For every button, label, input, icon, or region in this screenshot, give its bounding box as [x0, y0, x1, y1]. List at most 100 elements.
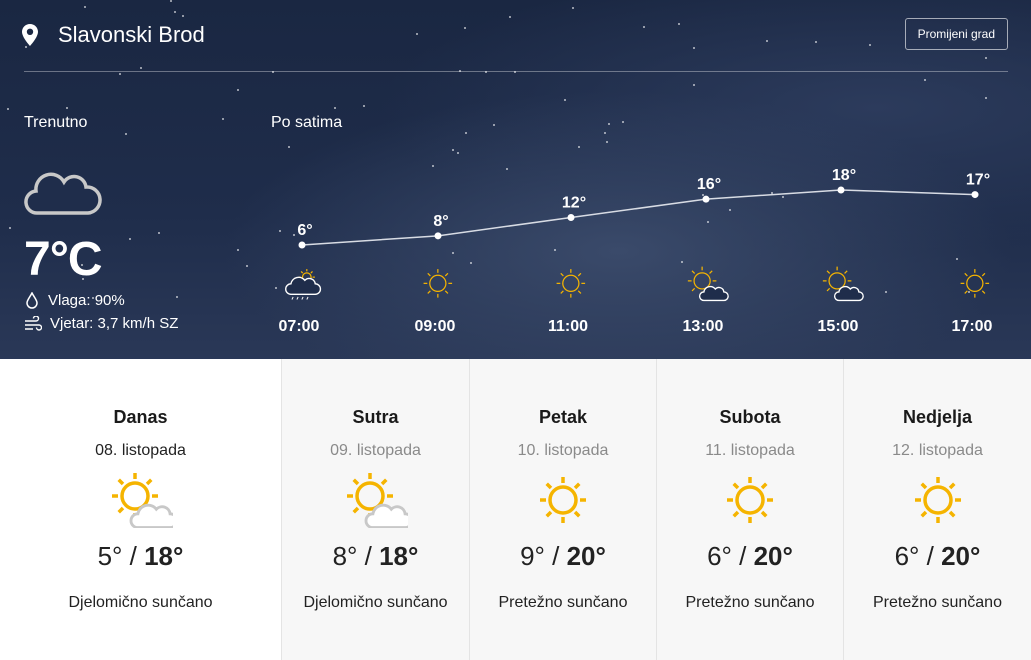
- star: [985, 56, 988, 59]
- hour-label: 07:00: [279, 318, 320, 335]
- day-card[interactable]: Sutra 09. listopada 8° / 18° Djelomično …: [281, 359, 469, 660]
- sun-cloud-icon: [687, 266, 729, 302]
- temperature-label: 17°: [966, 172, 990, 189]
- wind-icon: [25, 315, 42, 331]
- star: [509, 15, 512, 18]
- day-name: Sutra: [352, 407, 399, 427]
- star: [246, 265, 249, 268]
- star: [884, 290, 887, 293]
- star: [7, 107, 10, 110]
- star: [124, 133, 127, 136]
- star: [464, 27, 467, 30]
- temperature-point: [434, 232, 442, 240]
- star: [293, 234, 296, 237]
- star: [728, 209, 731, 212]
- star: [968, 290, 971, 293]
- star: [955, 258, 958, 261]
- max-temp: 20°: [941, 541, 981, 571]
- max-temp: 18°: [144, 541, 184, 571]
- day-name: Danas: [113, 407, 168, 427]
- star: [470, 261, 473, 264]
- star: [452, 251, 455, 254]
- change-city-button[interactable]: Promijeni grad: [904, 18, 1008, 50]
- temperature-point: [971, 191, 979, 199]
- temperature-point: [837, 186, 845, 194]
- star: [236, 249, 239, 252]
- sun-cloud-icon: [111, 473, 178, 530]
- star: [415, 32, 418, 35]
- star: [66, 106, 69, 109]
- day-temperature: 6° / 20°: [707, 541, 793, 571]
- star: [492, 124, 495, 127]
- min-temp: 5°: [97, 541, 123, 571]
- star: [815, 40, 818, 43]
- star: [553, 249, 556, 252]
- star: [128, 237, 131, 240]
- city-header: Slavonski Brod: [22, 22, 205, 48]
- hourly-temperature-chart: 6° 07:00 8° 09:00 12° 11:00 16° 13:00 18° 15:00 17…: [279, 167, 990, 335]
- sun-icon: [540, 477, 586, 523]
- day-description: Pretežno sunčano: [873, 594, 1002, 611]
- wind-text: Vjetar: 3,7 km/h SZ: [50, 315, 179, 332]
- star: [577, 146, 580, 149]
- sun-icon: [960, 269, 990, 298]
- sun-cloud-icon: [346, 473, 413, 530]
- day-date: 08. listopada: [95, 442, 186, 459]
- star: [677, 22, 680, 25]
- day-card[interactable]: Subota 11. listopada 6° / 20° Pretežno s…: [656, 359, 843, 660]
- day-card[interactable]: Nedjelja 12. listopada 6° / 20° Pretežno…: [843, 359, 1031, 660]
- water-drop-icon: [26, 292, 38, 309]
- star: [169, 0, 172, 3]
- star: [80, 263, 83, 266]
- day-description: Pretežno sunčano: [685, 594, 815, 611]
- star: [514, 70, 516, 73]
- star: [459, 69, 462, 72]
- wind: Vjetar: 3,7 km/h SZ: [24, 315, 178, 332]
- day-temperature: 5° / 18°: [97, 541, 184, 571]
- star: [766, 39, 769, 42]
- star: [333, 107, 336, 110]
- star: [221, 118, 224, 121]
- day-temperature: 9° / 20°: [520, 541, 606, 571]
- day-date: 09. listopada: [330, 442, 421, 459]
- temperature-label: 6°: [297, 222, 312, 239]
- day-date: 11. listopada: [705, 442, 795, 459]
- humidity-text: Vlaga: 90%: [48, 292, 125, 309]
- hour-label: 13:00: [683, 318, 724, 335]
- star: [707, 221, 710, 224]
- star: [451, 148, 454, 151]
- star: [692, 47, 695, 50]
- city-name: Slavonski Brod: [58, 22, 205, 47]
- star: [564, 99, 566, 102]
- day-card[interactable]: Danas 08. listopada 5° / 18° Djelomično …: [0, 359, 281, 660]
- divider: [24, 71, 1008, 72]
- star: [464, 131, 467, 134]
- star: [274, 286, 277, 289]
- day-name: Nedjelja: [902, 407, 973, 427]
- max-temp: 18°: [379, 541, 419, 571]
- day-date: 10. listopada: [517, 442, 609, 459]
- current-temperature: 7°C: [24, 233, 103, 286]
- temperature-label: 18°: [832, 167, 856, 184]
- min-temp: 9°: [520, 541, 545, 571]
- star: [605, 140, 608, 143]
- star: [456, 151, 459, 154]
- star: [8, 226, 11, 229]
- star: [702, 194, 705, 197]
- star: [181, 15, 184, 18]
- star: [49, 123, 52, 126]
- temperature-label: 12°: [562, 195, 586, 212]
- sun-cloud-icon: [822, 266, 864, 302]
- temperature-point: [567, 214, 575, 221]
- max-temp: 20°: [753, 541, 793, 571]
- day-card[interactable]: Petak 10. listopada 9° / 20° Pretežno su…: [469, 359, 656, 660]
- sun-icon: [727, 477, 773, 523]
- temperature-label: 16°: [697, 176, 721, 193]
- star: [362, 105, 365, 108]
- star: [571, 7, 574, 10]
- star: [485, 70, 488, 73]
- temperature-point: [298, 241, 306, 249]
- star: [692, 84, 695, 87]
- day-description: Djelomično sunčano: [303, 594, 448, 611]
- star: [603, 132, 606, 135]
